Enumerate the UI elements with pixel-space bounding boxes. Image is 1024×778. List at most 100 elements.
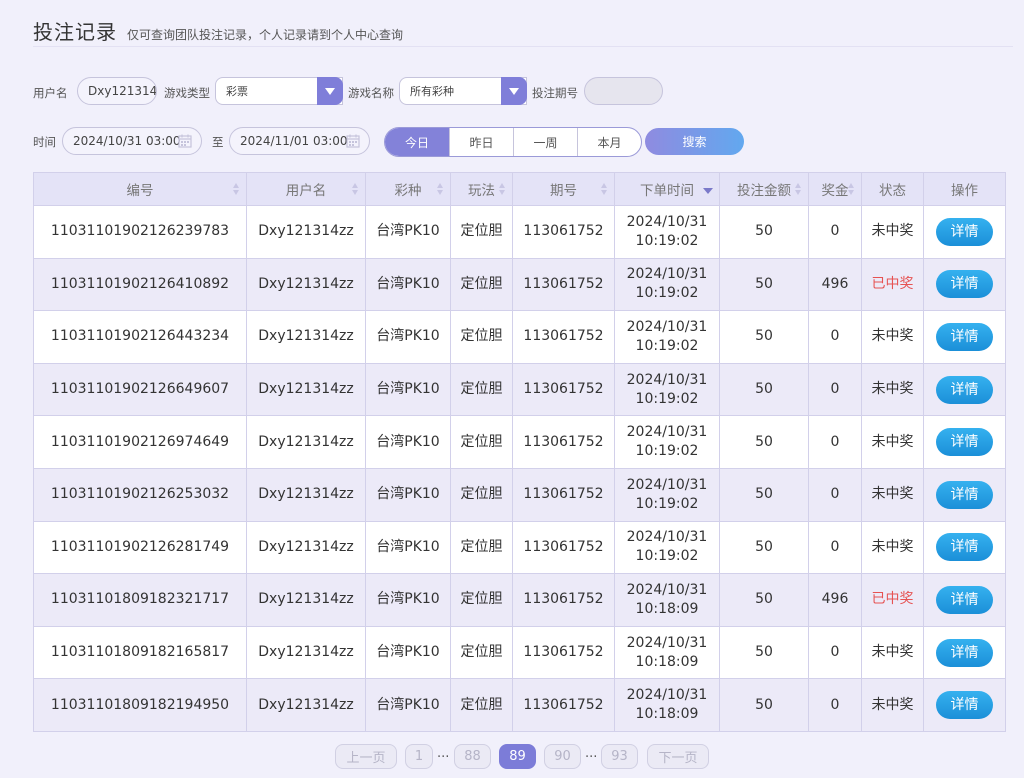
table-row: 11031101902126281749 Dxy121314zz 台湾PK10 … (33, 520, 1006, 575)
detail-button[interactable]: 详情 (936, 533, 993, 562)
detail-button[interactable]: 详情 (936, 428, 993, 457)
page-button-first[interactable]: 1 (405, 744, 433, 769)
game-name-select[interactable]: 所有彩种 (399, 77, 527, 105)
table-row: 11031101809182165817 Dxy121314zz 台湾PK10 … (33, 625, 1006, 680)
detail-button[interactable]: 详情 (936, 480, 993, 509)
cell-order-time: 2024/10/31 10:19:02 (614, 205, 720, 259)
cell-status: 已中奖 (861, 257, 924, 312)
cell-play: 定位胆 (450, 520, 513, 575)
sort-icon[interactable] (233, 183, 240, 196)
sort-icon[interactable] (601, 183, 608, 196)
cell-user: Dxy121314zz (246, 415, 366, 469)
page-button-prev-number[interactable]: 88 (454, 744, 491, 769)
issue-input[interactable] (584, 77, 663, 105)
cell-action: 详情 (923, 573, 1006, 627)
calendar-icon[interactable] (178, 134, 192, 148)
cell-prize: 0 (808, 520, 862, 575)
cell-user: Dxy121314zz (246, 467, 366, 522)
column-header-amount[interactable]: 投注金额 (719, 172, 809, 206)
game-name-value: 所有彩种 (410, 85, 454, 98)
detail-button[interactable]: 详情 (936, 217, 993, 246)
column-header-user[interactable]: 用户名 (246, 172, 366, 206)
cell-id: 11031101902126239783 (33, 205, 247, 259)
range-week-button[interactable]: 一周 (513, 128, 577, 156)
detail-button[interactable]: 详情 (936, 322, 993, 351)
cell-lottery: 台湾PK10 (365, 205, 451, 259)
table-row: 11031101902126443234 Dxy121314zz 台湾PK10 … (33, 310, 1006, 364)
issue-label: 投注期号 (532, 86, 578, 100)
cell-id: 11031101809182321717 (33, 573, 247, 627)
game-type-select[interactable]: 彩票 (215, 77, 343, 105)
column-header-issue[interactable]: 期号 (512, 172, 615, 206)
cell-play: 定位胆 (450, 205, 513, 259)
cell-lottery: 台湾PK10 (365, 678, 451, 732)
cell-status: 未中奖 (861, 678, 924, 732)
pagination-ellipsis: ... (585, 746, 598, 761)
table-row: 11031101902126974649 Dxy121314zz 台湾PK10 … (33, 415, 1006, 469)
cell-amount: 50 (719, 310, 809, 364)
cell-issue: 113061752 (512, 310, 615, 364)
detail-button[interactable]: 详情 (936, 585, 993, 614)
column-header-action: 操作 (923, 172, 1006, 206)
cell-status: 未中奖 (861, 625, 924, 680)
sort-icon[interactable] (352, 183, 359, 196)
game-name-dropdown-button[interactable] (501, 77, 527, 105)
cell-order-time: 2024/10/31 10:19:02 (614, 520, 720, 575)
detail-button[interactable]: 详情 (936, 270, 993, 299)
sort-desc-icon[interactable] (703, 188, 713, 194)
cell-user: Dxy121314zz (246, 573, 366, 627)
detail-button[interactable]: 详情 (936, 375, 993, 404)
next-page-button[interactable]: 下一页 (647, 744, 709, 769)
page-button-last[interactable]: 93 (601, 744, 638, 769)
range-yesterday-button[interactable]: 昨日 (449, 128, 513, 156)
range-today-button[interactable]: 今日 (385, 128, 449, 156)
column-header-order-time[interactable]: 下单时间 (614, 172, 720, 206)
cell-order-time: 2024/10/31 10:18:09 (614, 678, 720, 732)
cell-action: 详情 (923, 415, 1006, 469)
page-subtitle: 仅可查询团队投注记录，个人记录请到个人中心查询 (127, 28, 404, 42)
column-header-play[interactable]: 玩法 (450, 172, 513, 206)
cell-play: 定位胆 (450, 573, 513, 627)
range-month-button[interactable]: 本月 (577, 128, 641, 156)
sort-icon[interactable] (848, 183, 855, 196)
cell-action: 详情 (923, 205, 1006, 259)
sort-icon[interactable] (499, 183, 506, 196)
cell-lottery: 台湾PK10 (365, 362, 451, 417)
sort-icon[interactable] (795, 183, 802, 196)
cell-lottery: 台湾PK10 (365, 625, 451, 680)
cell-play: 定位胆 (450, 467, 513, 522)
start-time-input[interactable]: 2024/10/31 03:00 (62, 127, 202, 155)
cell-action: 详情 (923, 520, 1006, 575)
prev-page-button[interactable]: 上一页 (335, 744, 397, 769)
end-time-input[interactable]: 2024/11/01 03:00 (229, 127, 370, 155)
cell-id: 11031101902126253032 (33, 467, 247, 522)
username-input[interactable]: Dxy121314zz (77, 77, 157, 105)
search-button[interactable]: 搜索 (645, 128, 744, 155)
cell-issue: 113061752 (512, 573, 615, 627)
cell-action: 详情 (923, 678, 1006, 732)
cell-prize: 0 (808, 678, 862, 732)
cell-amount: 50 (719, 467, 809, 522)
column-header-lottery[interactable]: 彩种 (365, 172, 451, 206)
cell-issue: 113061752 (512, 415, 615, 469)
calendar-icon[interactable] (346, 134, 360, 148)
game-type-dropdown-button[interactable] (317, 77, 343, 105)
page-button-next-number[interactable]: 90 (544, 744, 581, 769)
cell-id: 11031101902126974649 (33, 415, 247, 469)
page-button-current[interactable]: 89 (499, 744, 536, 769)
cell-status: 未中奖 (861, 310, 924, 364)
cell-user: Dxy121314zz (246, 520, 366, 575)
cell-lottery: 台湾PK10 (365, 310, 451, 364)
cell-play: 定位胆 (450, 257, 513, 312)
detail-button[interactable]: 详情 (936, 691, 993, 720)
detail-button[interactable]: 详情 (936, 638, 993, 667)
pagination-ellipsis: ... (437, 746, 450, 761)
table-row: 11031101902126253032 Dxy121314zz 台湾PK10 … (33, 467, 1006, 522)
cell-amount: 50 (719, 678, 809, 732)
cell-user: Dxy121314zz (246, 625, 366, 680)
sort-icon[interactable] (437, 183, 444, 196)
column-header-prize[interactable]: 奖金 (808, 172, 862, 206)
cell-issue: 113061752 (512, 467, 615, 522)
column-header-id[interactable]: 编号 (33, 172, 247, 206)
username-label: 用户名 (33, 86, 68, 100)
